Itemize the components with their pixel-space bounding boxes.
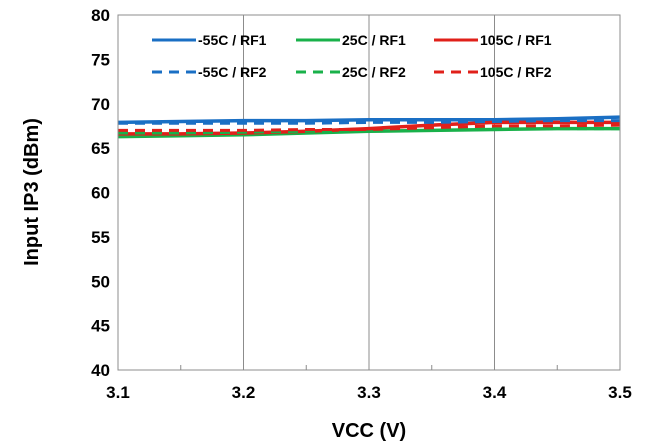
y-tick-label: 60 xyxy=(91,184,110,203)
x-axis-title: VCC (V) xyxy=(332,420,406,442)
y-tick-label: 65 xyxy=(91,139,110,158)
x-tick-label: 3.4 xyxy=(483,383,507,402)
legend: -55C / RF1 25C / RF1 105C / RF1 -55C / RF2 2… xyxy=(152,32,552,80)
series-line-2 xyxy=(117,126,620,139)
series-line-1 xyxy=(117,115,621,125)
legend-label-6: 105C / RF2 xyxy=(480,64,552,80)
x-tick-label: 3.5 xyxy=(608,383,632,402)
series-line-3 xyxy=(118,120,620,136)
legend-label-3: 105C / RF1 xyxy=(480,32,552,48)
y-tick-label: 50 xyxy=(91,272,110,291)
legend-label-2: 25C / RF1 xyxy=(342,32,406,48)
legend-label-4: -55C / RF2 xyxy=(198,64,267,80)
plot-frame xyxy=(117,14,621,371)
series-layer xyxy=(117,115,621,139)
legend-label-1: -55C / RF1 xyxy=(198,32,267,48)
y-tick-label: 75 xyxy=(91,50,110,69)
grid-layer xyxy=(180,15,558,370)
x-tick-label: 3.1 xyxy=(106,383,130,402)
y-tick-label: 80 xyxy=(91,6,110,25)
y-axis-title: Input IP3 (dBm) xyxy=(21,118,43,266)
x-tick-label: 3.3 xyxy=(357,383,381,402)
x-tick-label: 3.2 xyxy=(232,383,256,402)
y-tick-labels: 40 45 50 55 60 65 70 75 80 xyxy=(91,6,110,380)
y-tick-label: 70 xyxy=(91,95,110,114)
legend-label-5: 25C / RF2 xyxy=(342,64,406,80)
y-tick-label: 45 xyxy=(91,317,110,336)
y-tick-label: 55 xyxy=(91,228,110,247)
y-tick-label: 40 xyxy=(91,361,110,380)
x-tick-labels: 3.1 3.2 3.3 3.4 3.5 xyxy=(106,383,632,402)
